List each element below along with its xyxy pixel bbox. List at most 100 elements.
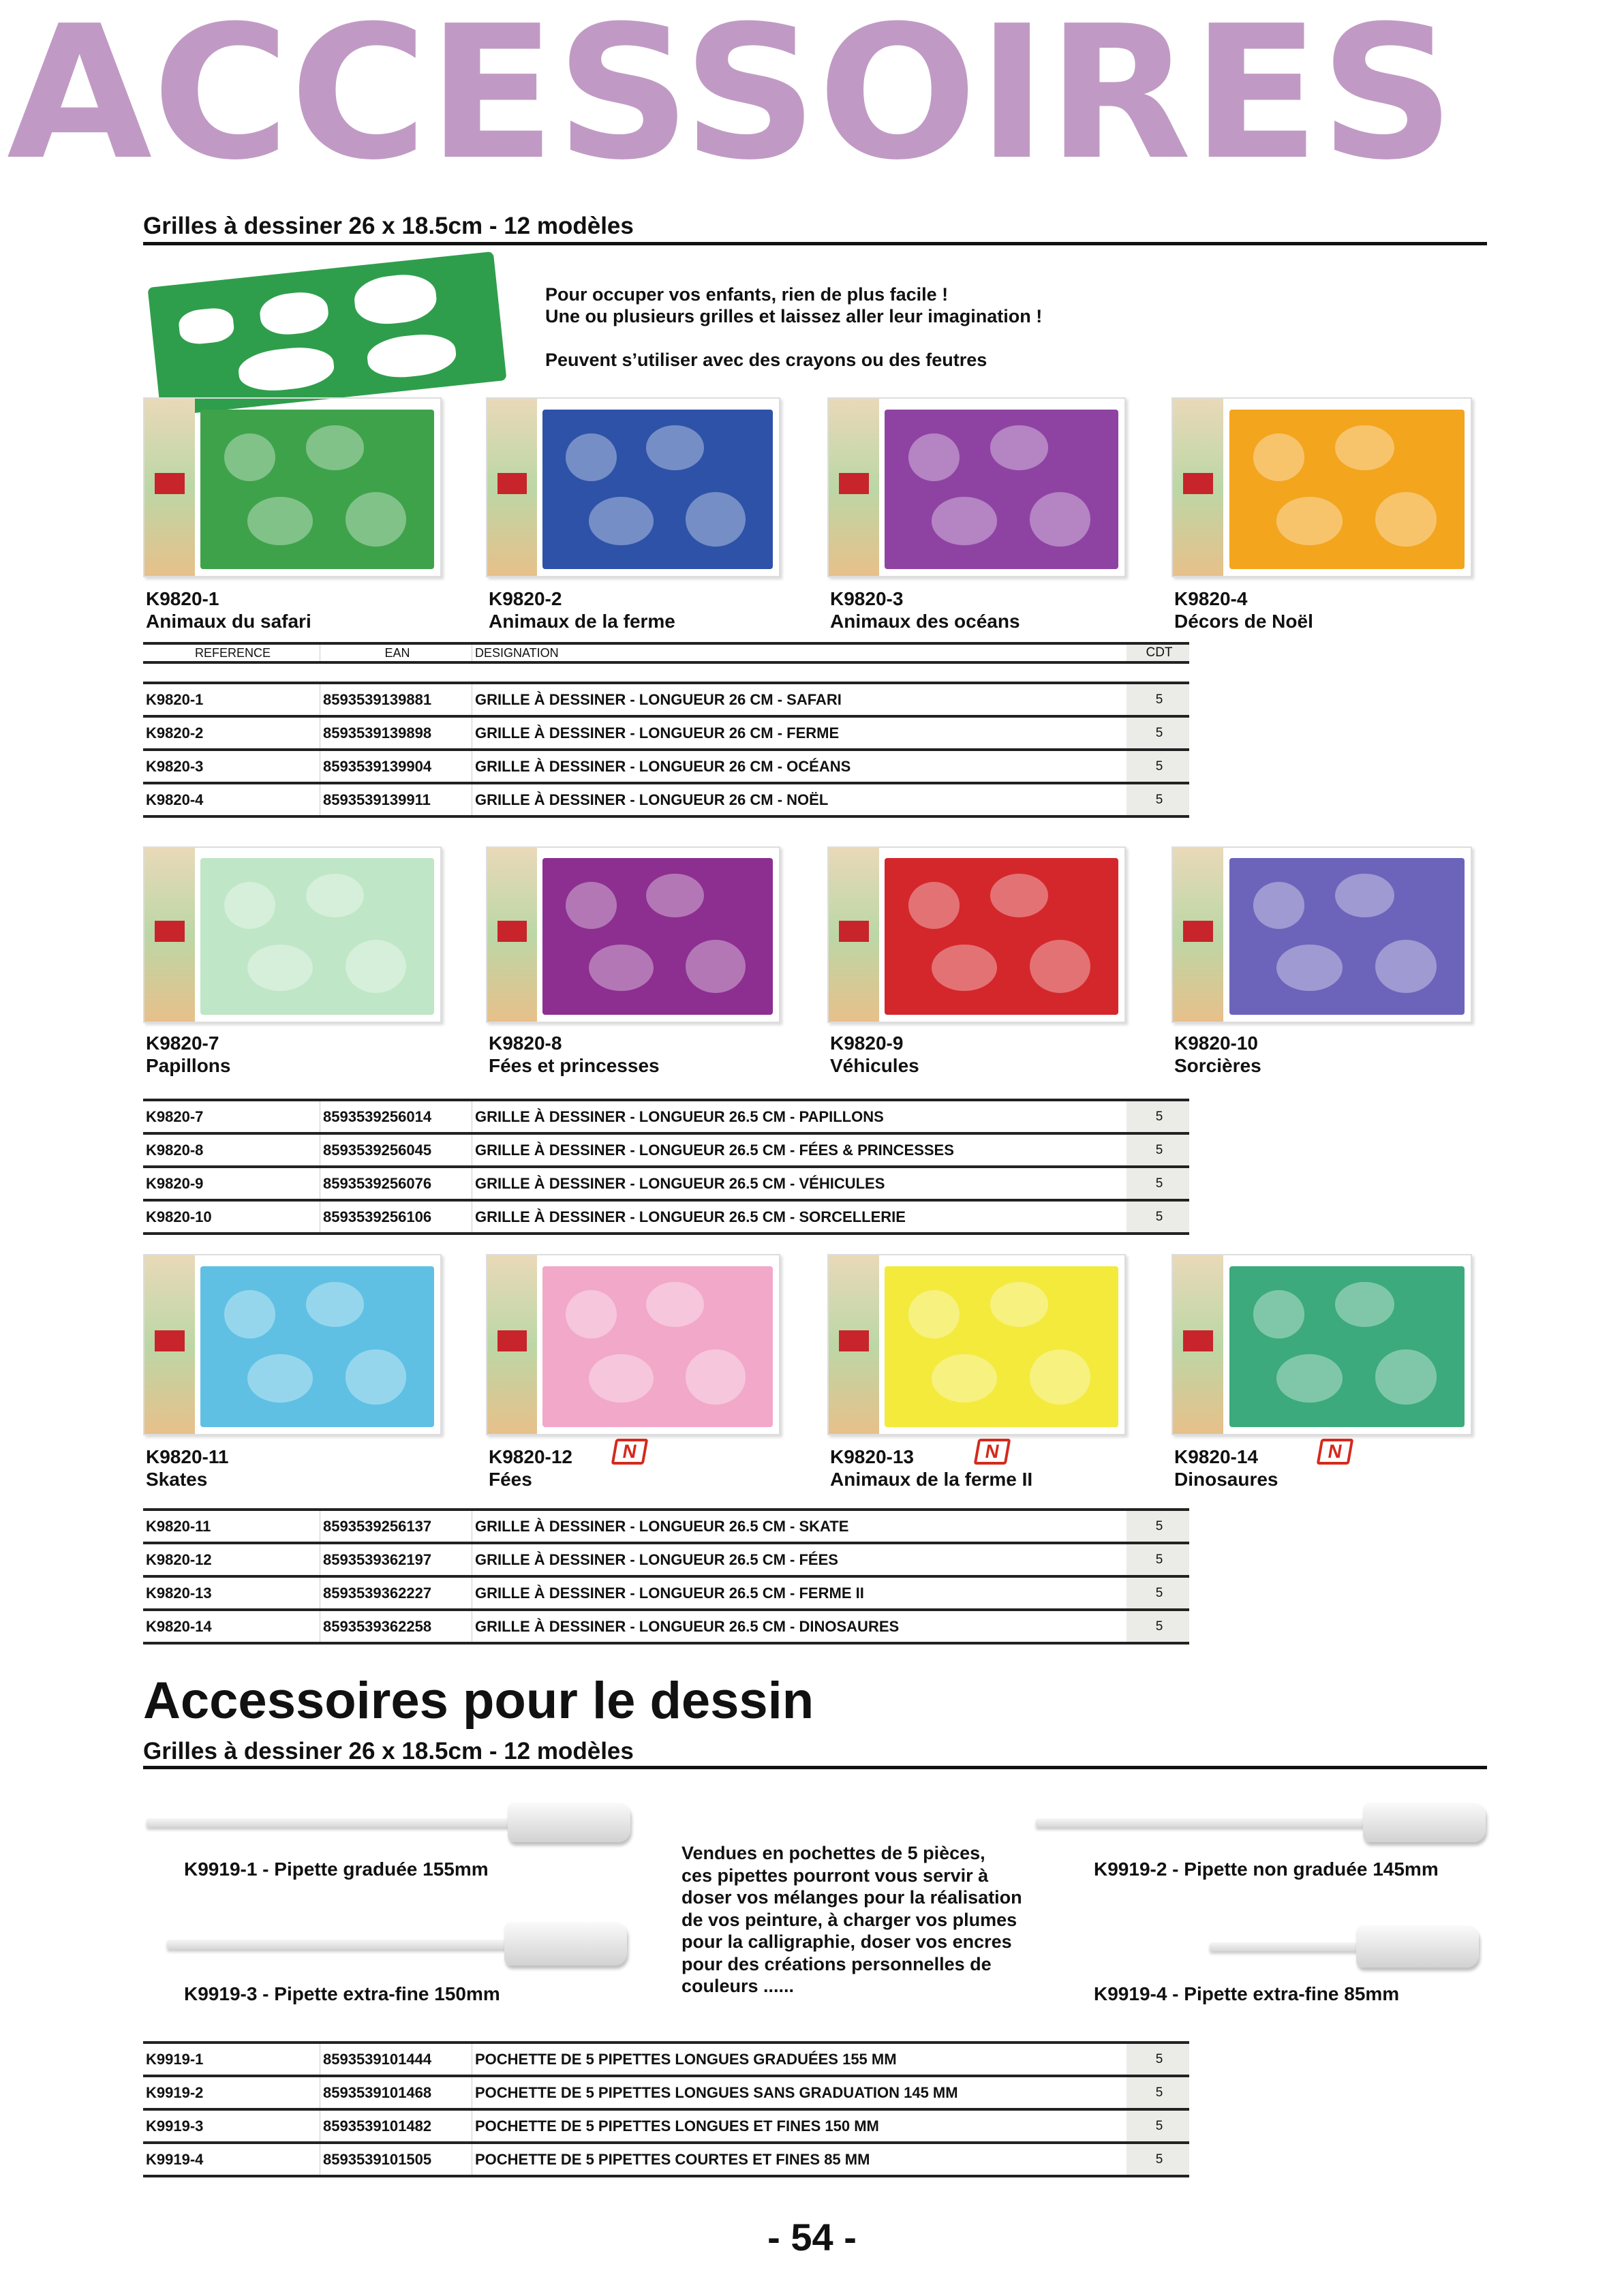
cell-ean: 8593539256076: [320, 1167, 472, 1202]
cell-cdt: 5: [1127, 1576, 1189, 1611]
product-label: K9820-3 Animaux des océans: [830, 587, 1020, 632]
cell-reference: K9919-2: [143, 2076, 320, 2111]
product-ref: K9820-9: [830, 1033, 904, 1054]
cell-cdt: 5: [1127, 716, 1189, 751]
heading-rule: [143, 242, 1487, 245]
table-row: K9820-4 8593539139911 GRILLE À DESSINER - …: [143, 783, 1189, 818]
product-image-k9820-4: [1171, 397, 1472, 577]
page-title: ACCESSOIRES: [7, 0, 1455, 200]
product-name: Animaux de la ferme: [489, 611, 675, 632]
cell-designation: GRILLE À DESSINER - LONGUEUR 26 CM - NOË…: [472, 783, 1127, 818]
cell-reference: K9820-2: [143, 716, 320, 751]
cell-cdt: 5: [1127, 682, 1189, 718]
section-heading: Grilles à dessiner 26 x 18.5cm - 12 modè…: [143, 213, 634, 239]
pipette-label: K9919-4 - Pipette extra-fine 85mm: [1094, 1983, 1400, 2004]
cell-cdt: 5: [1127, 2076, 1189, 2111]
cell-reference: K9820-11: [143, 1508, 320, 1544]
product-name: Décors de Noël: [1174, 611, 1313, 632]
product-image-k9820-11: [143, 1254, 442, 1435]
cell-cdt: 5: [1127, 1167, 1189, 1202]
product-ref: K9820-11: [146, 1446, 229, 1467]
cell-designation: GRILLE À DESSINER - LONGUEUR 26.5 CM - D…: [472, 1610, 1127, 1645]
cell-reference: K9820-9: [143, 1167, 320, 1202]
cell-designation: GRILLE À DESSINER - LONGUEUR 26.5 CM - F…: [472, 1543, 1127, 1578]
product-name: Papillons: [146, 1055, 231, 1076]
cell-reference: K9820-12: [143, 1543, 320, 1578]
heading-rule: [143, 1766, 1487, 1769]
product-image-k9820-1: [143, 397, 442, 577]
cell-ean: 8593539362197: [320, 1543, 472, 1578]
table-row: K9919-1 8593539101444 POCHETTE DE 5 PIPETT…: [143, 2041, 1189, 2077]
product-image-k9820-8: [486, 846, 780, 1023]
table-row: K9820-12 8593539362197 GRILLE À DESSINER -…: [143, 1543, 1189, 1578]
cell-reference: K9820-1: [143, 682, 320, 718]
cell-reference: K9820-4: [143, 783, 320, 818]
product-name: Animaux des océans: [830, 611, 1020, 632]
pipette-label: K9919-2 - Pipette non graduée 145mm: [1094, 1859, 1439, 1880]
page-number: - 54 -: [767, 2216, 857, 2259]
cell-reference: K9820-7: [143, 1099, 320, 1135]
table-row: K9820-7 8593539256014 GRILLE À DESSINER - …: [143, 1099, 1189, 1135]
cell-reference: K9820-14: [143, 1610, 320, 1645]
pipette-label: K9919-1 - Pipette graduée 155mm: [184, 1859, 489, 1880]
cell-cdt: 5: [1127, 1543, 1189, 1578]
pipette-image-k9919-1: [147, 1803, 630, 1842]
cell-ean: 8593539256106: [320, 1200, 472, 1235]
product-ref: K9820-12: [489, 1446, 572, 1467]
product-label: K9820-9 Véhicules: [830, 1032, 919, 1077]
product-image-k9820-3: [827, 397, 1126, 577]
product-ref: K9820-7: [146, 1033, 219, 1054]
description-line: ces pipettes pourront vous servir à: [681, 1865, 989, 1886]
description-line: Vendues en pochettes de 5 pièces,: [681, 1843, 985, 1863]
col-cdt: CDT: [1127, 642, 1189, 664]
reference-table: K9820-1 8593539139881 GRILLE À DESSINER - …: [143, 682, 1189, 818]
product-image-k9820-7: [143, 846, 442, 1023]
product-name: Animaux de la ferme II: [830, 1469, 1033, 1490]
product-ref: K9820-2: [489, 588, 562, 609]
cell-cdt: 5: [1127, 1099, 1189, 1135]
product-label: K9820-1 Animaux du safari: [146, 587, 311, 632]
cell-designation: GRILLE À DESSINER - LONGUEUR 26.5 CM - V…: [472, 1167, 1127, 1202]
pipette-image-k9919-4: [1210, 1925, 1479, 1968]
product-name: Skates: [146, 1469, 208, 1490]
pipette-image-k9919-2: [1036, 1803, 1486, 1842]
cell-ean: 8593539139911: [320, 783, 472, 818]
table-header: REFERENCE EAN DESIGNATION CDT: [143, 642, 1189, 664]
cell-reference: K9919-4: [143, 2143, 320, 2177]
description-line: couleurs ......: [681, 1976, 795, 1996]
cell-reference: K9919-1: [143, 2041, 320, 2077]
cell-cdt: 5: [1127, 2041, 1189, 2077]
cell-ean: 8593539101505: [320, 2143, 472, 2177]
table-row: K9919-4 8593539101505 POCHETTE DE 5 PIPETT…: [143, 2143, 1189, 2177]
reference-table: K9820-7 8593539256014 GRILLE À DESSINER - …: [143, 1099, 1189, 1235]
cell-cdt: 5: [1127, 1610, 1189, 1645]
cell-designation: GRILLE À DESSINER - LONGUEUR 26 CM - SAF…: [472, 682, 1127, 718]
product-image-k9820-14: [1171, 1254, 1472, 1435]
pipette-label: K9919-3 - Pipette extra-fine 150mm: [184, 1983, 500, 2004]
product-name: Sorcières: [1174, 1055, 1261, 1076]
cell-cdt: 5: [1127, 2109, 1189, 2144]
product-label: K9820-14 Dinosaures: [1174, 1446, 1278, 1490]
cell-designation: GRILLE À DESSINER - LONGUEUR 26.5 CM - F…: [472, 1576, 1127, 1611]
product-ref: K9820-3: [830, 588, 904, 609]
product-image-k9820-2: [486, 397, 780, 577]
description-line: pour la calligraphie, doser vos encres: [681, 1931, 1012, 1952]
cell-designation: GRILLE À DESSINER - LONGUEUR 26 CM - OCÉ…: [472, 750, 1127, 784]
cell-designation: POCHETTE DE 5 PIPETTES COURTES ET FINES …: [472, 2143, 1127, 2177]
cell-cdt: 5: [1127, 1200, 1189, 1235]
cell-reference: K9919-3: [143, 2109, 320, 2144]
cell-cdt: 5: [1127, 2143, 1189, 2177]
table-row: K9820-10 8593539256106 GRILLE À DESSINER -…: [143, 1200, 1189, 1235]
cell-designation: POCHETTE DE 5 PIPETTES LONGUES GRADUÉES …: [472, 2041, 1127, 2077]
table-row: K9919-3 8593539101482 POCHETTE DE 5 PIPETT…: [143, 2109, 1189, 2144]
cell-designation: GRILLE À DESSINER - LONGUEUR 26.5 CM - F…: [472, 1133, 1127, 1168]
product-name: Fées: [489, 1469, 532, 1490]
cell-ean: 8593539256014: [320, 1099, 472, 1135]
new-badge: N: [973, 1439, 1011, 1465]
product-label: K9820-8 Fées et princesses: [489, 1032, 660, 1077]
cell-designation: POCHETTE DE 5 PIPETTES LONGUES ET FINES …: [472, 2109, 1127, 2144]
product-ref: K9820-8: [489, 1033, 562, 1054]
new-badge: N: [1316, 1439, 1354, 1465]
cell-reference: K9820-13: [143, 1576, 320, 1611]
pipette-image-k9919-3: [167, 1922, 627, 1966]
